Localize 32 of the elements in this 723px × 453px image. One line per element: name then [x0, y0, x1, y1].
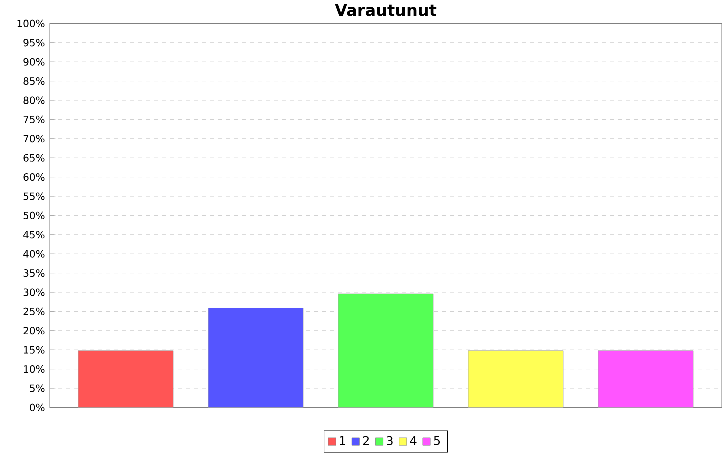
y-tick-label: 10%: [24, 366, 45, 374]
y-tick-label: 85%: [24, 78, 45, 86]
legend-label: 2: [363, 436, 369, 446]
bar: [598, 350, 694, 408]
bar: [338, 294, 434, 408]
y-tick-label: 25%: [24, 308, 45, 316]
y-tick-label: 95%: [24, 39, 45, 47]
y-tick-label: 75%: [24, 116, 45, 124]
y-tick-label: 50%: [24, 212, 45, 220]
y-tick-label: 35%: [24, 270, 45, 278]
y-tick-label: 0%: [30, 404, 45, 412]
y-tick-label: 20%: [24, 327, 45, 335]
y-tick-label: 30%: [24, 288, 45, 296]
bar: [468, 350, 564, 408]
y-tick-label: 70%: [24, 135, 45, 143]
chart-title: Varautunut: [335, 4, 437, 16]
y-tick-label: 60%: [24, 174, 45, 182]
legend-label: 5: [434, 436, 440, 446]
y-tick-label: 65%: [24, 154, 45, 162]
bar: [78, 350, 174, 408]
y-tick-label: 100%: [18, 20, 45, 28]
y-tick-label: 45%: [24, 231, 45, 239]
y-tick-label: 90%: [24, 58, 45, 66]
legend-label: 4: [410, 436, 417, 446]
y-tick-label: 80%: [24, 96, 45, 104]
y-tick-label: 40%: [24, 250, 45, 258]
y-tick-label: 5%: [30, 384, 45, 392]
bar: [208, 308, 304, 408]
legend-label: 1: [340, 436, 346, 446]
legend-label: 3: [387, 436, 393, 446]
y-tick-label: 15%: [24, 346, 45, 354]
y-tick-label: 55%: [24, 192, 45, 200]
